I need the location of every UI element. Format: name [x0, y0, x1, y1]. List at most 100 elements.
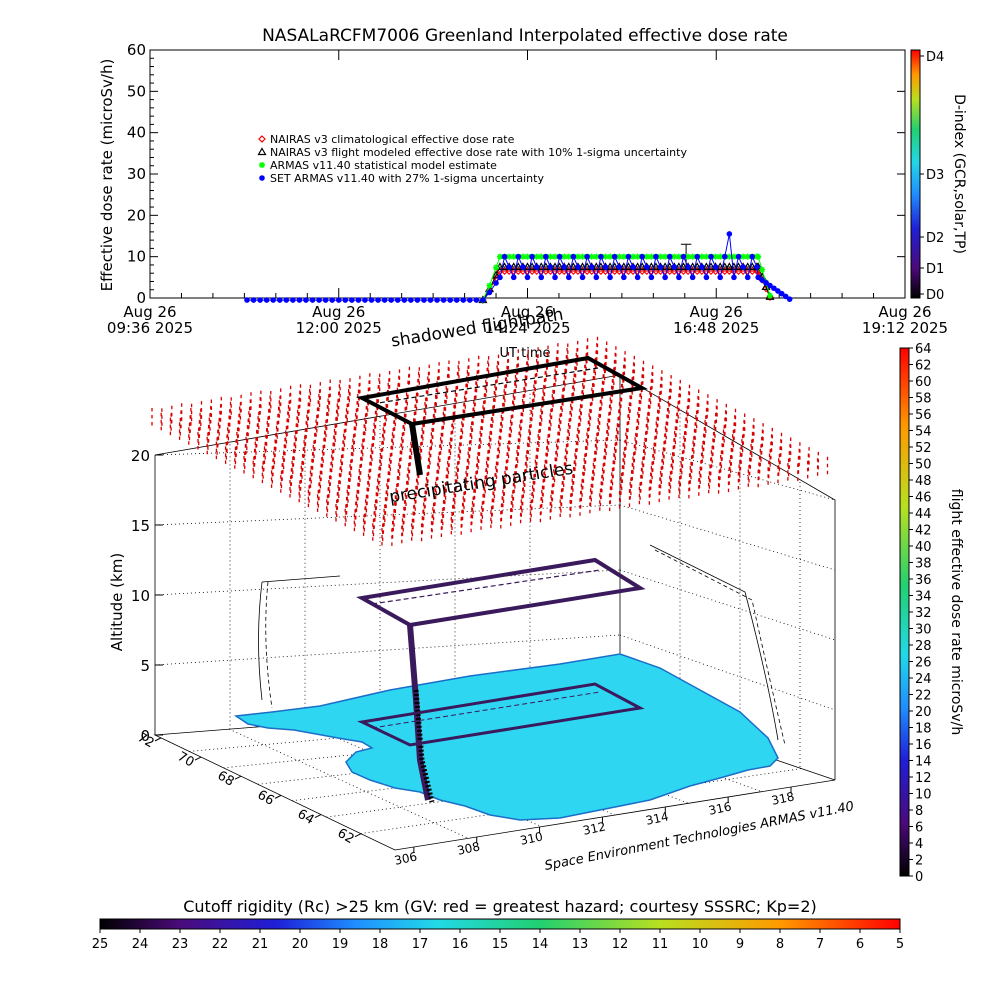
series-point — [578, 262, 588, 271]
rc-tick-label: 8 — [776, 937, 784, 952]
dose-tick-label: 16 — [915, 738, 932, 753]
dindex-tick-label: D3 — [926, 168, 944, 183]
series-point — [767, 282, 773, 289]
series-point — [547, 253, 554, 260]
dose-tick-label: 8 — [915, 804, 923, 819]
latitude-tick-label: 68 — [215, 768, 237, 789]
series-point — [619, 262, 629, 271]
series-point — [427, 297, 434, 303]
series-point — [506, 264, 512, 270]
series-point — [296, 297, 303, 303]
greenland-map — [233, 653, 779, 821]
dose-tick-label: 38 — [915, 557, 932, 572]
series-point — [653, 253, 659, 260]
series-point — [593, 253, 600, 260]
series-point — [782, 293, 789, 300]
flight-path-cruise-inner — [371, 569, 601, 605]
series-point — [744, 274, 751, 281]
series-point — [522, 262, 533, 271]
series-point — [744, 253, 751, 260]
series-point — [605, 262, 615, 271]
series-point — [671, 264, 678, 270]
series-point — [355, 297, 362, 303]
series-point — [703, 274, 710, 281]
series-point — [408, 297, 414, 303]
top-x-axis-label: UT time — [500, 346, 551, 361]
series-point — [712, 253, 719, 260]
top-y-tick-label: 50 — [127, 82, 146, 100]
top-x-tick-label-line2: 19:12 2025 — [862, 319, 948, 337]
latitude-tick-label: 70 — [175, 749, 197, 770]
rc-tick-label: 25 — [92, 937, 109, 952]
series-point — [676, 274, 682, 281]
series-point — [524, 253, 531, 260]
series-point — [257, 297, 263, 303]
series-point — [662, 253, 669, 260]
series-point — [657, 253, 664, 260]
series-circle — [244, 231, 793, 303]
series-point — [375, 297, 381, 303]
series-point — [257, 147, 267, 156]
top-x-tick-label-line1: Aug 26 — [690, 303, 743, 321]
dose-colorbar: 0246810121416182022242628303234363840424… — [899, 342, 964, 885]
flight-ground-track — [357, 682, 645, 747]
wall-projection-left-dashed — [265, 581, 273, 709]
rc-tick-label: 22 — [212, 937, 229, 952]
series-point — [259, 162, 265, 168]
series-point — [759, 277, 765, 283]
top-y-ticks: 0 10 20 30 40 50 60 — [127, 41, 905, 307]
rc-colorbar-label: Cutoff rigidity (Rc) >25 km (GV: red = g… — [183, 897, 817, 916]
series-point — [703, 253, 710, 260]
longitude-ticks: 306 308 310 312 314 316 318 — [393, 787, 796, 868]
altitude-tick-label: 15 — [131, 517, 150, 535]
dose-tick-label: 24 — [915, 672, 932, 687]
series-point — [717, 253, 724, 260]
series-point — [778, 290, 785, 297]
series-point — [329, 297, 335, 303]
altitude-tick-label: 20 — [131, 447, 150, 465]
series-point — [259, 175, 265, 181]
wall-gridline — [154, 504, 621, 526]
series-point — [335, 297, 342, 303]
dindex-tick-label: D2 — [926, 231, 944, 246]
series-point — [717, 274, 723, 281]
series-point — [616, 253, 623, 260]
series-point — [602, 264, 609, 270]
series-point — [575, 264, 581, 270]
series-point — [421, 297, 427, 303]
flight-climb-shadowed — [409, 423, 423, 476]
series-point — [633, 262, 643, 271]
series-point — [688, 262, 698, 271]
series-point — [598, 253, 604, 260]
series-point — [510, 274, 517, 281]
rc-tick-label: 9 — [736, 937, 744, 952]
series-point — [694, 253, 701, 260]
altitude-ticks: 0 5 10 15 20 — [131, 447, 163, 745]
series-point — [771, 285, 777, 292]
series-point — [685, 253, 692, 260]
series-point — [648, 253, 655, 260]
series-point — [533, 253, 540, 260]
dose-tick-label: 6 — [915, 821, 923, 836]
series-point — [570, 253, 577, 260]
top-y-tick-label: 20 — [127, 206, 146, 224]
series-point — [726, 231, 733, 237]
series-point — [501, 253, 508, 260]
dindex-tick-label: D1 — [926, 262, 944, 277]
series-point — [643, 253, 650, 260]
series-point — [486, 289, 493, 296]
dose-tick-label: 56 — [915, 408, 932, 423]
series-point — [574, 253, 581, 260]
series-point — [388, 297, 394, 303]
series-point — [263, 297, 270, 303]
longitude-tick-label: 310 — [519, 829, 544, 847]
rc-tick-label: 14 — [532, 937, 549, 952]
dindex-colorbar-label: D-index (GCR,solar,TP) — [951, 94, 967, 254]
rc-tick-label: 11 — [652, 937, 669, 952]
top-x-tick-label-line2: 16:48 2025 — [673, 319, 759, 337]
legend-label: SET ARMAS v11.40 with 27% 1-sigma uncert… — [270, 172, 544, 185]
rc-tick-label: 21 — [252, 937, 269, 952]
altitude-tick-label: 5 — [140, 657, 150, 675]
series-point — [509, 262, 519, 271]
